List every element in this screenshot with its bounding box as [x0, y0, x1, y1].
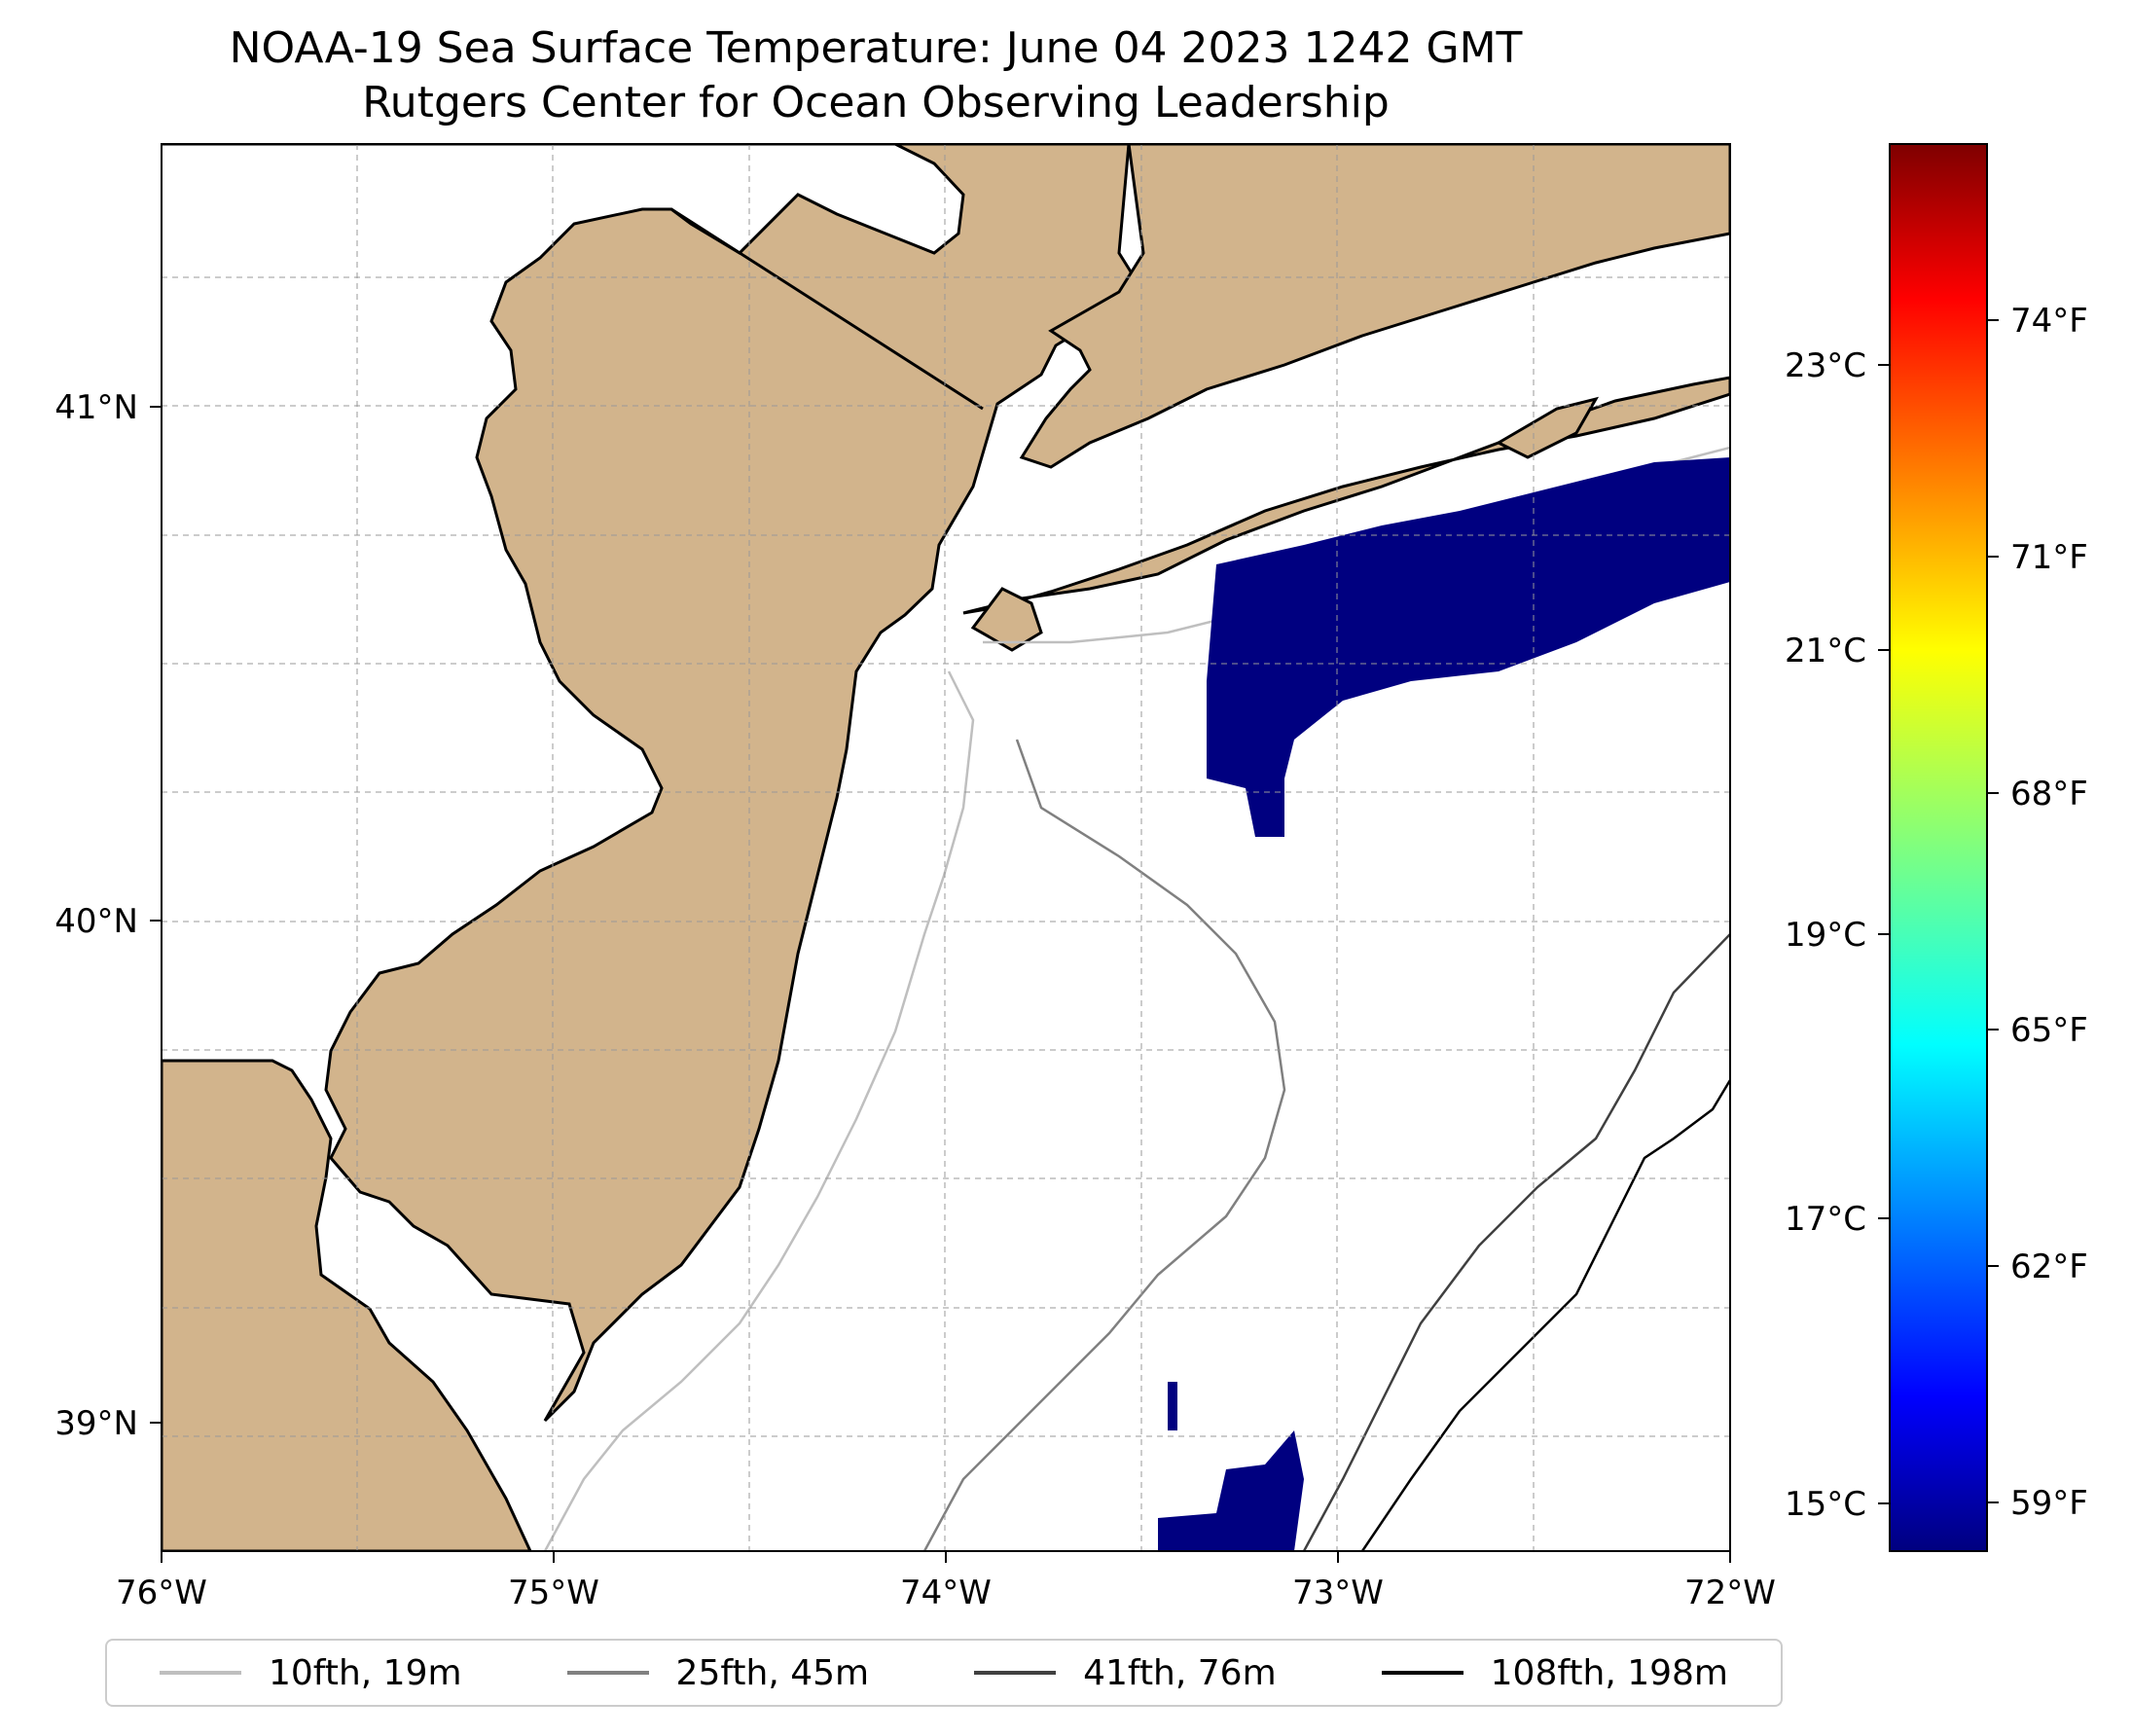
contour-41fth: [1302, 933, 1730, 1551]
chart-title: NOAA-19 Sea Surface Temperature: June 04…: [0, 21, 1752, 130]
colorbar: 23°C 21°C 19°C 17°C 15°C 74°F 71°F 68°F …: [1785, 143, 2088, 1552]
colorbar-celsius: 23°C 21°C 19°C 17°C 15°C: [1785, 346, 1890, 1524]
gridlines: [162, 144, 1730, 1551]
legend-item-10fth: 10fth, 19m: [160, 1653, 462, 1693]
colorbar-gradient: [1889, 143, 1988, 1552]
lon-label-74w: 74°W: [900, 1573, 992, 1612]
land-staten-island: [970, 587, 1043, 652]
legend-label-25fth: 25fth, 45m: [675, 1652, 870, 1693]
colorbar-c-15: 15°C: [1785, 1485, 1866, 1524]
lat-label-40n: 40°N: [54, 902, 138, 941]
colorbar-c-21: 21°C: [1785, 632, 1866, 670]
lat-labels: 41°N 40°N 39°N: [54, 388, 138, 1443]
lon-label-73w: 73°W: [1292, 1573, 1384, 1612]
lon-label-76w: 76°W: [116, 1573, 207, 1612]
land-block-island: [1495, 396, 1600, 459]
colorbar-c-23: 23°C: [1785, 346, 1866, 385]
legend-swatch-25fth: [566, 1671, 649, 1675]
colorbar-c-17: 17°C: [1785, 1200, 1866, 1239]
colorbar-f-59: 59°F: [2010, 1484, 2088, 1523]
legend-swatch-108fth: [1381, 1671, 1463, 1675]
sst-patch-small: [1168, 1382, 1177, 1430]
state-border-pa-ny: [670, 207, 984, 411]
lat-label-39n: 39°N: [54, 1404, 138, 1443]
lon-labels: 76°W 75°W 74°W 73°W 72°W: [116, 1573, 1776, 1612]
lon-label-75w: 75°W: [508, 1573, 599, 1612]
lon-label-72w: 72°W: [1684, 1573, 1776, 1612]
colorbar-f-74: 74°F: [2010, 302, 2088, 341]
map-panel: [162, 144, 1730, 1551]
land-delaware: [162, 1059, 532, 1551]
sst-patch-south: [1158, 1430, 1304, 1551]
colorbar-f-65: 65°F: [2010, 1011, 2088, 1050]
contour-108fth: [1360, 1079, 1730, 1551]
lat-label-41n: 41°N: [54, 388, 138, 427]
land-connecticut: [1019, 144, 1730, 469]
title-line-1: NOAA-19 Sea Surface Temperature: June 04…: [229, 23, 1523, 73]
legend-item-108fth: 108fth, 198m: [1381, 1652, 1728, 1693]
colorbar-f-68: 68°F: [2010, 775, 2088, 814]
contour-10fth: [543, 670, 975, 1551]
colorbar-f-71: 71°F: [2010, 538, 2088, 577]
colorbar-fahrenheit: 74°F 71°F 68°F 65°F 62°F 59°F: [1987, 302, 2088, 1523]
legend-item-25fth: 25fth, 45m: [566, 1652, 870, 1693]
legend-label-41fth: 41fth, 76m: [1083, 1652, 1277, 1693]
colorbar-c-19: 19°C: [1785, 916, 1866, 955]
legend: 10fth, 19m 25fth, 45m 41fth, 76m 108fth,…: [105, 1639, 1783, 1707]
axis-ticks: [150, 406, 1731, 1563]
legend-item-41fth: 41fth, 76m: [974, 1653, 1277, 1693]
legend-label-10fth: 10fth, 19m: [269, 1652, 462, 1693]
legend-label-108fth: 108fth, 198m: [1490, 1652, 1728, 1693]
colorbar-f-62: 62°F: [2010, 1248, 2088, 1286]
legend-swatch-10fth: [160, 1671, 241, 1675]
legend-swatch-41fth: [974, 1671, 1057, 1675]
title-line-2: Rutgers Center for Ocean Observing Leade…: [362, 78, 1390, 127]
land-mainland: [162, 144, 1146, 1423]
